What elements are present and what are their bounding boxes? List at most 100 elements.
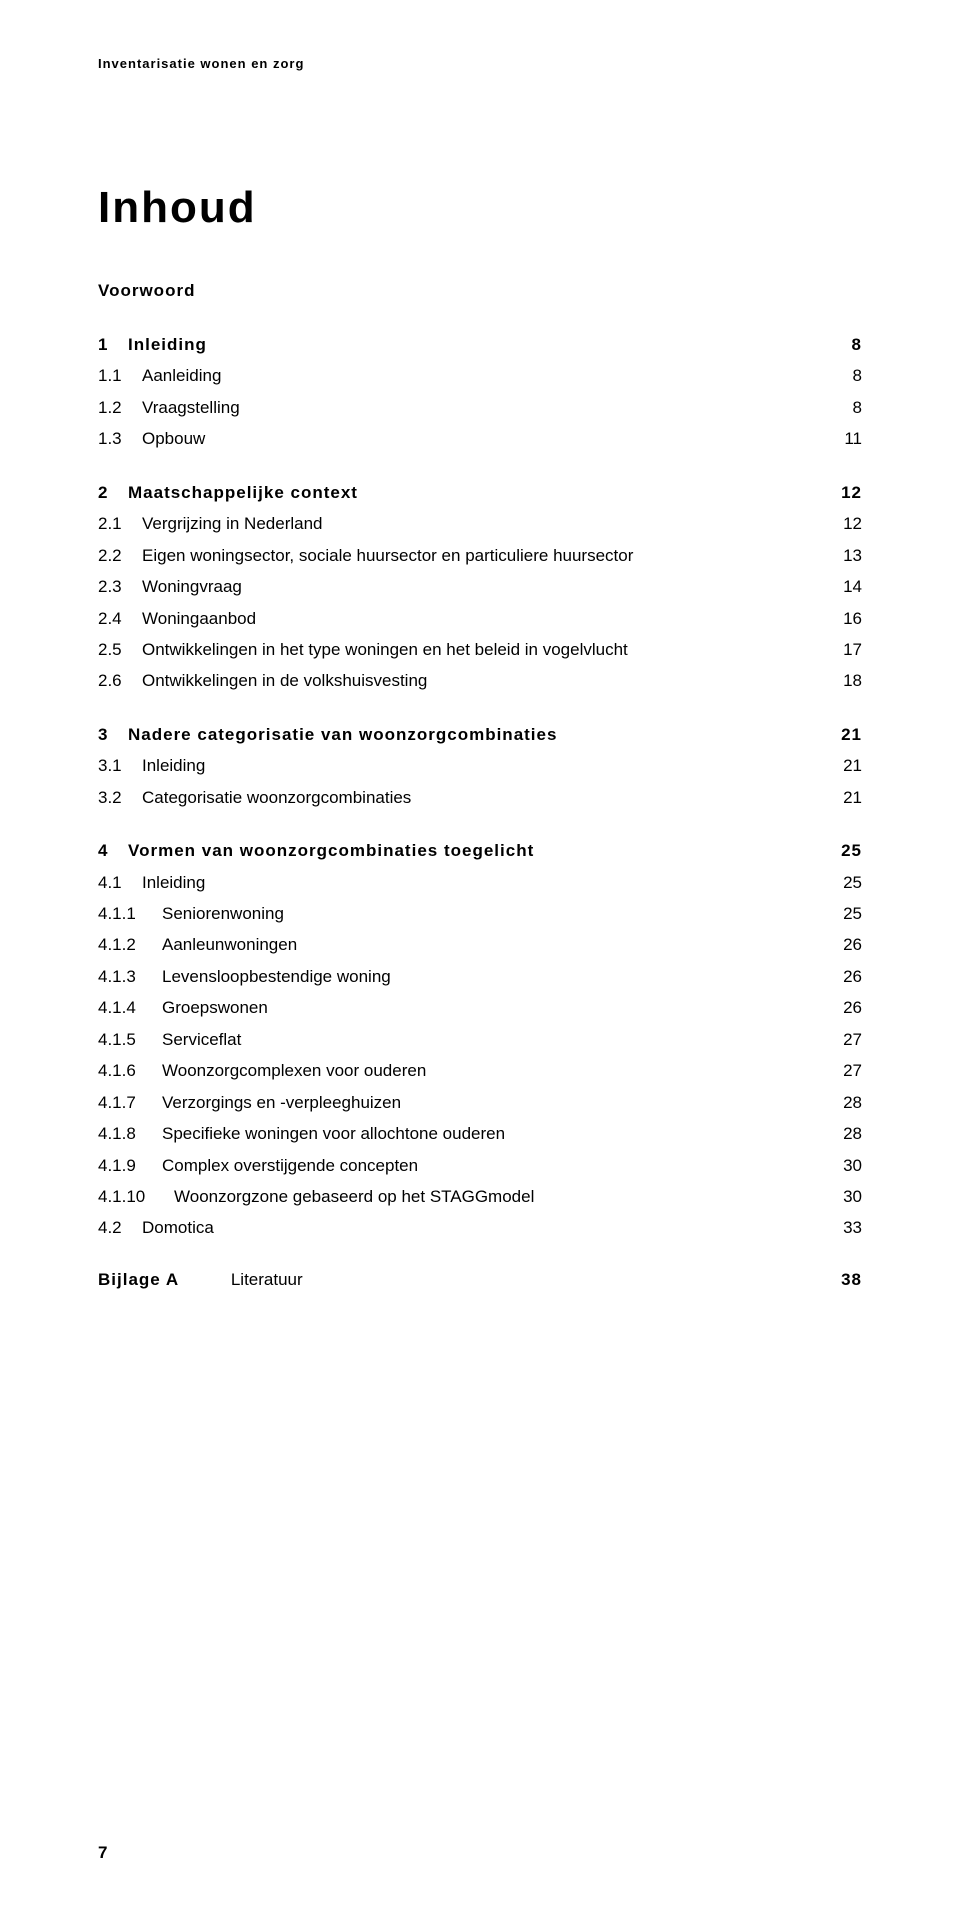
- toc-label: Opbouw: [142, 423, 205, 454]
- toc-page: 25: [822, 835, 862, 866]
- toc-row: 4.1.6Woonzorgcomplexen voor ouderen 27: [98, 1055, 862, 1086]
- toc-page: 18: [822, 665, 862, 696]
- toc-page: 26: [822, 961, 862, 992]
- toc-row-left: 4.1.2Aanleunwoningen: [98, 929, 297, 960]
- toc-row: 4.2Domotica33: [98, 1212, 862, 1243]
- toc-row: 4.1.5Serviceflat27: [98, 1024, 862, 1055]
- toc-number: 4: [98, 835, 128, 866]
- toc-row: 1Inleiding8: [98, 329, 862, 360]
- toc-label: Woonzorgcomplexen voor ouderen: [162, 1055, 426, 1086]
- toc-number: 4.1.2: [98, 929, 162, 960]
- toc-label: Woningvraag: [142, 571, 242, 602]
- toc-number: 1: [98, 329, 128, 360]
- toc-row: 1.1Aanleiding8: [98, 360, 862, 391]
- page-title: Inhoud: [98, 183, 862, 233]
- toc-number: 4.1.8: [98, 1118, 162, 1149]
- document-page: Inventarisatie wonen en zorg Inhoud Voor…: [0, 0, 960, 1915]
- table-of-contents: 1Inleiding81.1Aanleiding81.2Vraagstellin…: [98, 329, 862, 1244]
- toc-row: 3.2Categorisatie woonzorgcombinaties21: [98, 782, 862, 813]
- toc-page: 27: [822, 1055, 862, 1086]
- toc-row: 4.1.3Levensloopbestendige woning 26: [98, 961, 862, 992]
- toc-number: 4.1.6: [98, 1055, 162, 1086]
- toc-page: 13: [822, 540, 862, 571]
- toc-label: Groepswonen: [162, 992, 268, 1023]
- toc-page: 25: [822, 867, 862, 898]
- toc-row-left: 3Nadere categorisatie van woonzorgcombin…: [98, 719, 557, 750]
- toc-page: 30: [822, 1150, 862, 1181]
- toc-label: Nadere categorisatie van woonzorgcombina…: [128, 719, 557, 750]
- toc-label: Ontwikkelingen in de volkshuisvesting: [142, 665, 427, 696]
- toc-row: 2.6Ontwikkelingen in de volkshuisvesting…: [98, 665, 862, 696]
- toc-number: 3.2: [98, 782, 142, 813]
- toc-row: 4.1.7Verzorgings en -verpleeghuizen28: [98, 1087, 862, 1118]
- toc-row: 4.1.2Aanleunwoningen 26: [98, 929, 862, 960]
- toc-row-left: 4.1.1Seniorenwoning: [98, 898, 284, 929]
- toc-number: 3.1: [98, 750, 142, 781]
- toc-label: Categorisatie woonzorgcombinaties: [142, 782, 411, 813]
- appendix-page: 38: [822, 1270, 862, 1290]
- toc-page: 17: [822, 634, 862, 665]
- toc-row: 3.1Inleiding 21: [98, 750, 862, 781]
- toc-label: Specifieke woningen voor allochtone oude…: [162, 1118, 505, 1149]
- appendix-row: Bijlage A Literatuur 38: [98, 1270, 862, 1290]
- toc-section-gap: [98, 813, 862, 835]
- toc-row-left: 4.1.8Specifieke woningen voor allochtone…: [98, 1118, 505, 1149]
- toc-row-left: 4Vormen van woonzorgcombinaties toegelic…: [98, 835, 534, 866]
- toc-row-left: 3.2Categorisatie woonzorgcombinaties: [98, 782, 411, 813]
- toc-section-gap: [98, 455, 862, 477]
- toc-row-left: 1.3Opbouw: [98, 423, 205, 454]
- toc-row: 4.1.1Seniorenwoning 25: [98, 898, 862, 929]
- toc-section-gap: [98, 697, 862, 719]
- toc-label: Seniorenwoning: [162, 898, 284, 929]
- toc-page: 26: [822, 992, 862, 1023]
- toc-row: 4.1Inleiding 25: [98, 867, 862, 898]
- toc-row-left: 4.1.5Serviceflat: [98, 1024, 241, 1055]
- toc-row-left: 2Maatschappelijke context: [98, 477, 358, 508]
- toc-number: 2.6: [98, 665, 142, 696]
- toc-number: 1.2: [98, 392, 142, 423]
- toc-row-left: 4.1.9Complex overstijgende concepten: [98, 1150, 418, 1181]
- toc-row-left: 3.1Inleiding: [98, 750, 205, 781]
- toc-row: 2.2Eigen woningsector, sociale huursecto…: [98, 540, 862, 571]
- toc-number: 4.1.4: [98, 992, 162, 1023]
- toc-number: 4.1.1: [98, 898, 162, 929]
- toc-label: Inleiding: [128, 329, 207, 360]
- appendix-label: Bijlage A: [98, 1270, 179, 1289]
- toc-page: 16: [822, 603, 862, 634]
- toc-page: 26: [822, 929, 862, 960]
- toc-label: Inleiding: [142, 867, 205, 898]
- toc-row: 4.1.10Woonzorgzone gebaseerd op het STAG…: [98, 1181, 862, 1212]
- toc-row: 2Maatschappelijke context12: [98, 477, 862, 508]
- toc-row: 1.2Vraagstelling8: [98, 392, 862, 423]
- toc-row-left: 4.1.6Woonzorgcomplexen voor ouderen: [98, 1055, 426, 1086]
- toc-row-left: 2.3Woningvraag: [98, 571, 242, 602]
- toc-page: 21: [822, 750, 862, 781]
- toc-label: Aanleunwoningen: [162, 929, 297, 960]
- toc-row: 4.1.4Groepswonen 26: [98, 992, 862, 1023]
- toc-number: 2.5: [98, 634, 142, 665]
- toc-number: 2.3: [98, 571, 142, 602]
- toc-row: 4.1.8Specifieke woningen voor allochtone…: [98, 1118, 862, 1149]
- toc-label: Vraagstelling: [142, 392, 240, 423]
- toc-row: 2.3Woningvraag14: [98, 571, 862, 602]
- toc-row-left: 2.1Vergrijzing in Nederland: [98, 508, 323, 539]
- appendix-title: Literatuur: [231, 1270, 303, 1289]
- toc-label: Levensloopbestendige woning: [162, 961, 391, 992]
- toc-number: 2.2: [98, 540, 142, 571]
- toc-number: 1.1: [98, 360, 142, 391]
- toc-row-left: 1.2Vraagstelling: [98, 392, 240, 423]
- toc-label: Maatschappelijke context: [128, 477, 358, 508]
- toc-label: Vergrijzing in Nederland: [142, 508, 323, 539]
- toc-row-left: 4.1Inleiding: [98, 867, 205, 898]
- toc-label: Ontwikkelingen in het type woningen en h…: [142, 634, 628, 665]
- toc-row: 3Nadere categorisatie van woonzorgcombin…: [98, 719, 862, 750]
- toc-row: 1.3Opbouw11: [98, 423, 862, 454]
- toc-row-left: 2.4Woningaanbod: [98, 603, 256, 634]
- toc-page: 25: [822, 898, 862, 929]
- toc-number: 4.1.3: [98, 961, 162, 992]
- toc-row: 2.4Woningaanbod 16: [98, 603, 862, 634]
- toc-row: 2.5Ontwikkelingen in het type woningen e…: [98, 634, 862, 665]
- toc-label: Verzorgings en -verpleeghuizen: [162, 1087, 401, 1118]
- toc-row-left: 4.1.10Woonzorgzone gebaseerd op het STAG…: [98, 1181, 534, 1212]
- toc-label: Serviceflat: [162, 1024, 241, 1055]
